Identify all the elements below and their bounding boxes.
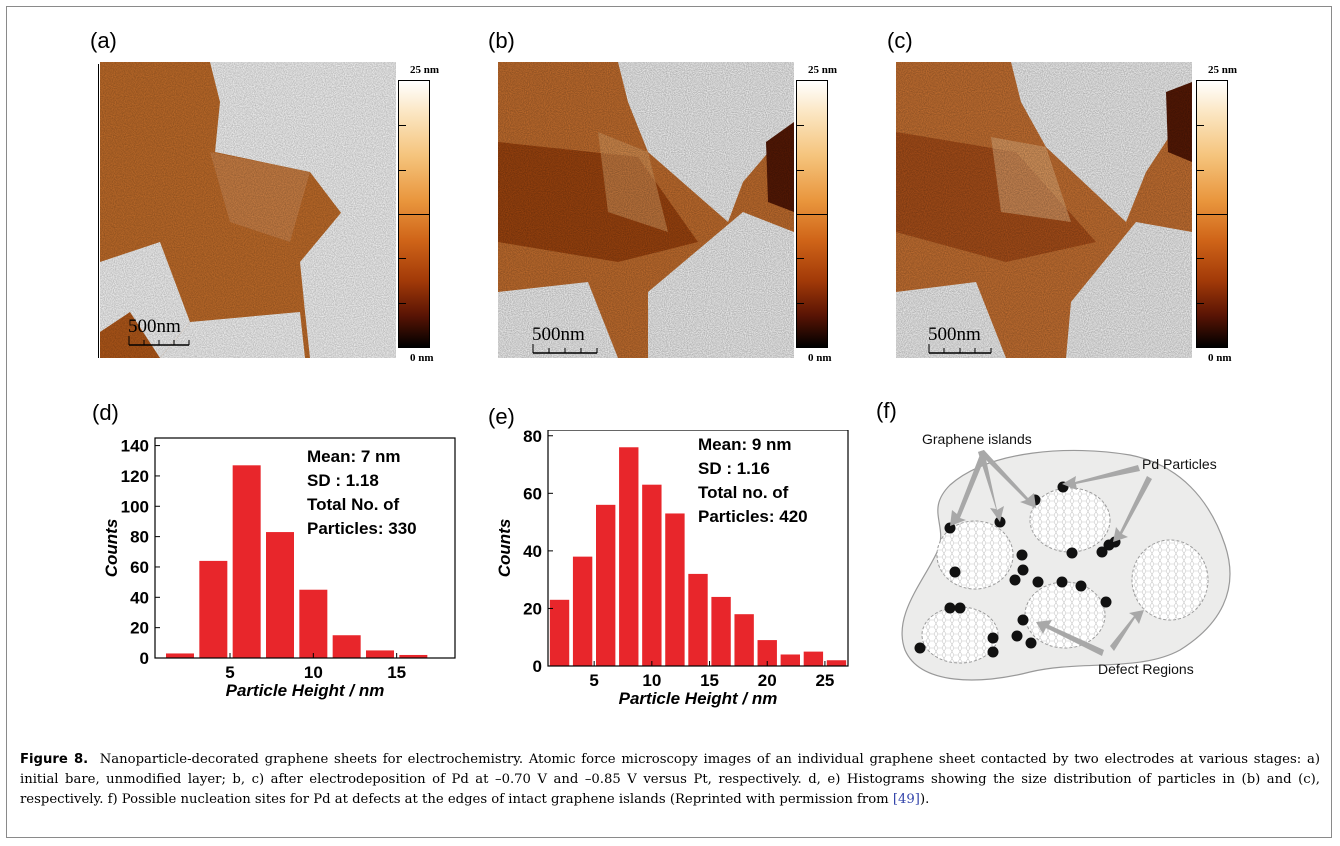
histogram-bar [711,596,731,666]
label-pd-particles: Pd Particles [1142,456,1217,472]
colorbar-max-b: 25 nm [808,64,838,76]
histogram-bar [166,653,194,658]
histogram-bar [572,556,593,666]
histogram-bar [332,635,361,658]
colorbar-max-a: 25 nm [410,64,440,76]
figure-frame [6,6,1332,838]
stats-annotation: Particles: 420 [698,507,808,526]
x-tick-label: 20 [758,671,777,690]
histogram-bar [665,513,685,666]
caption-text: Nanoparticle-decorated graphene sheets f… [20,752,1320,807]
schematic-f: Graphene islands Pd Particles Defect Reg… [901,431,1231,681]
label-graphene-islands: Graphene islands [922,431,1032,447]
histogram-bar [596,504,616,666]
x-tick-label: 25 [815,671,834,690]
arrows [950,450,1152,656]
panel-label-e: (e) [488,404,515,429]
x-tick-label: 10 [642,671,661,690]
y-tick-label: 20 [523,599,542,618]
stats-annotation: Mean: 7 nm [307,447,401,466]
colorbar-min-b: 0 nm [808,352,832,364]
x-tick-label: 15 [387,663,406,682]
scale-bar-a [128,336,190,346]
y-tick-label: 120 [121,467,149,486]
colorbar-min-c: 0 nm [1208,352,1232,364]
y-tick-label: 140 [121,437,149,456]
histogram-bar [826,660,847,666]
stats-annotation: Total No. of [307,495,400,514]
axis-line-a [98,64,99,358]
x-tick-label: 15 [700,671,719,690]
stats-annotation: SD : 1.18 [307,471,379,490]
histogram-bar [780,654,800,666]
figure-number: Figure 8. [20,752,89,767]
y-axis-label: Counts [495,519,514,578]
y-tick-label: 80 [523,430,542,446]
panel-label-b: (b) [488,28,515,53]
y-axis-label: Counts [102,519,121,578]
panel-label-d: (d) [92,400,119,425]
histogram-bar [549,599,570,666]
panel-label-a: (a) [90,28,117,53]
histogram-bar [299,589,328,658]
afm-image-a [100,62,396,358]
afm-image-b [498,62,794,358]
x-tick-label: 10 [304,663,323,682]
histogram-bar [399,654,428,658]
scale-bar-label-b: 500nm [532,324,585,345]
stats-annotation: Particles: 330 [307,519,417,538]
histogram-bar [757,640,777,666]
stats-annotation: SD : 1.16 [698,459,770,478]
histogram-bar [232,465,261,658]
x-axis-label: Particle Height / nm [619,689,778,708]
histogram-bar [619,447,639,666]
y-tick-label: 60 [130,558,149,577]
colorbar-max-c: 25 nm [1208,64,1238,76]
plot-frame [547,430,849,667]
label-defect-regions: Defect Regions [1098,661,1194,677]
y-tick-label: 20 [130,619,149,638]
histogram-bar [688,573,708,666]
y-tick-label: 100 [121,497,149,516]
x-tick-label: 5 [589,671,598,690]
y-tick-label: 80 [130,528,149,547]
x-axis-label: Particle Height / nm [226,681,385,700]
afm-image-c [896,62,1192,358]
histogram-e: 0 20 40 60 80 5 10 15 20 25 Particle Height / nm C… [495,430,849,708]
stats-annotation: Mean: 9 nm [698,435,792,454]
x-tick-label: 5 [225,663,234,682]
histogram-bar [734,614,754,666]
panel-label-f: (f) [876,398,897,423]
histogram-bar [266,532,294,658]
histogram-d: 0 20 40 60 80 100 120 140 5 10 15 Particle Height … [102,437,456,700]
scale-bar-c [928,344,992,354]
histogram-bar [642,484,662,666]
y-tick-label: 0 [533,657,542,676]
histogram-bar [199,560,228,658]
y-tick-label: 40 [523,542,542,561]
colorbar-min-a: 0 nm [410,352,434,364]
stats-annotation: Total no. of [698,483,789,502]
reference-link[interactable]: [49] [892,792,920,807]
histogram-bar [803,651,824,666]
scale-bar-b [532,344,598,354]
scale-bar-label-c: 500nm [928,324,981,345]
y-tick-label: 60 [523,484,542,503]
figure-caption: Figure 8. Nanoparticle-decorated graphen… [20,750,1320,810]
y-tick-label: 40 [130,588,149,607]
histogram-bar [366,650,394,658]
plot-frame [154,437,456,659]
y-tick-label: 0 [140,649,149,668]
caption-tail: ). [919,792,930,807]
panel-label-c: (c) [887,28,913,53]
scale-bar-label-a: 500nm [128,316,181,337]
